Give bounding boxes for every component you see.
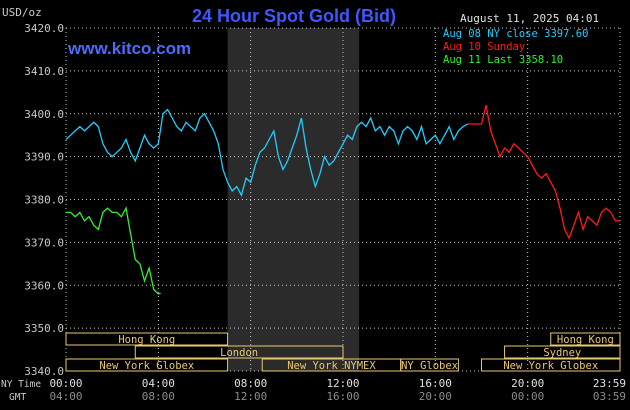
session-label-hong_kong_1: Hong Kong: [118, 334, 175, 346]
legend-item-sunday: Aug 10 Sunday: [443, 41, 525, 53]
session-bar-london: [134, 345, 344, 359]
ny-time-tick: 16:00: [419, 377, 452, 390]
gmt-tick: 12:00: [234, 390, 267, 403]
ny-time-tick: 08:00: [234, 377, 267, 390]
ny-time-tick: 12:00: [326, 377, 359, 390]
date-label: August 11, 2025 04:01: [460, 12, 599, 25]
session-label-new_york_globex_2: New York Globex: [503, 360, 598, 372]
y-tick-label: 3380.0: [24, 194, 64, 207]
ny-time-label: NY Time: [1, 379, 41, 390]
series-line-2: [66, 206, 161, 295]
price-lines: [65, 105, 620, 295]
session-label-sydney: Sydney: [543, 347, 581, 359]
legend: Aug 08 NY close 3397.60 Aug 10 Sunday Au…: [443, 28, 588, 66]
ny-time-tick: 04:00: [142, 377, 175, 390]
y-tick-label: 3370.0: [24, 236, 64, 249]
time-axis: 00:0004:0004:0008:0008:0012:0012:0016:00…: [49, 377, 626, 403]
session-label-new_york_nymex: New York NYMEX: [287, 360, 376, 372]
gmt-label: GMT: [9, 392, 26, 403]
series-line-1: [467, 105, 620, 240]
gmt-tick: 03:59: [593, 390, 626, 403]
ny-time-tick: 20:00: [511, 377, 544, 390]
y-tick-label: 3420.0: [24, 22, 64, 35]
gmt-tick: 16:00: [326, 390, 359, 403]
series-line-0: [65, 108, 468, 197]
currency-label: USD/oz: [2, 6, 42, 19]
ny-time-tick: 00:00: [49, 377, 82, 390]
session-bar-new_york_globex_2: [481, 358, 621, 372]
session-bar-hong_kong_1: [65, 332, 229, 346]
legend-item-ny-close: Aug 08 NY close 3397.60: [443, 28, 588, 40]
gmt-tick: 20:00: [419, 390, 452, 403]
session-bar-sydney: [504, 345, 621, 359]
y-tick-label: 3360.0: [24, 279, 64, 292]
y-tick-label: 3400.0: [24, 108, 64, 121]
session-bar-new_york_globex_1: [65, 358, 229, 372]
session-label-new_york_globex_1: New York Globex: [99, 360, 194, 372]
session-label-london: London: [220, 347, 258, 359]
legend-item-last: Aug 11 Last 3358.10: [443, 54, 563, 66]
ny-time-tick: 23:59: [593, 377, 626, 390]
site-watermark: www.kitco.com: [67, 39, 191, 58]
session-label-ny_globex: NY Globex: [401, 360, 458, 372]
session-label-hong_kong_2: Hong Kong: [557, 334, 614, 346]
y-tick-label: 3350.0: [24, 322, 64, 335]
chart-title: 24 Hour Spot Gold (Bid): [192, 6, 396, 26]
gmt-tick: 08:00: [142, 390, 175, 403]
session-bar-hong_kong_2: [550, 332, 621, 346]
y-tick-label: 3340.0: [24, 365, 64, 378]
y-tick-label: 3390.0: [24, 151, 64, 164]
y-tick-label: 3410.0: [24, 65, 64, 78]
highlighted-session-band: [227, 28, 360, 371]
y-axis-tick-labels: 3420.0 3410.0 3400.0 3390.0 3380.0 3370.0 3360…: [24, 22, 64, 378]
gmt-tick: 04:00: [49, 390, 82, 403]
gmt-tick: 00:00: [511, 390, 544, 403]
session-bar-ny_globex: [400, 358, 459, 372]
